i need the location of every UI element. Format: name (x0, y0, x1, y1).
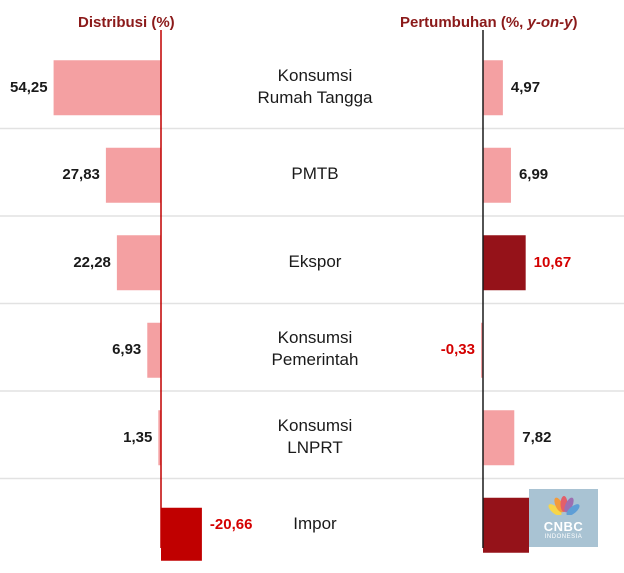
right-value-label: 4,97 (510, 78, 541, 96)
right-value-label: 10,67 (533, 253, 572, 271)
category-label-line: Konsumsi (277, 328, 353, 348)
left-bar (53, 60, 161, 116)
left-bar (147, 322, 161, 378)
right-bar (483, 497, 529, 553)
right-title-prefix: Pertumbuhan (%, (400, 14, 528, 31)
right-title-italic: y-on-y (527, 14, 573, 31)
category-label-line: Impor (293, 514, 337, 534)
category-label: Ekspor (230, 251, 400, 273)
category-label-line: LNPRT (287, 437, 343, 457)
left-value-label: 22,28 (73, 253, 111, 271)
right-bar (483, 410, 515, 466)
left-panel-title: Distribusi (%) (78, 14, 175, 31)
right-value-label: 7,82 (522, 428, 552, 446)
category-label: Konsumsi Pemerintah (230, 327, 400, 371)
left-value-label: -20,66 (209, 516, 253, 534)
category-label: PMTB (230, 163, 400, 185)
left-value-label: 6,93 (112, 341, 142, 359)
left-bar (116, 235, 161, 291)
left-value-label: 1,35 (123, 428, 153, 446)
category-label-line: Konsumsi (277, 65, 353, 85)
left-bar (161, 507, 202, 561)
right-title-suffix: ) (572, 14, 578, 31)
category-label-line: Konsumsi (277, 415, 353, 435)
right-value-label: -0,33 (440, 341, 475, 359)
category-label-line: Pemerintah (271, 350, 359, 370)
category-label-line: Rumah Tangga (257, 87, 373, 107)
category-label: Konsumsi Rumah Tangga (230, 65, 400, 109)
cnbc-logo: CNBC INDONESIA (529, 489, 598, 547)
left-bar (158, 410, 161, 466)
category-label-line: Ekspor (288, 251, 342, 271)
category-label-line: PMTB (291, 164, 339, 184)
logo-line1: CNBC (543, 519, 584, 534)
right-bar (483, 60, 503, 116)
right-value-label: 6,99 (518, 166, 549, 184)
left-value-label: 54,25 (10, 78, 48, 96)
right-bar (483, 147, 511, 203)
right-panel-title: Pertumbuhan (%, y-on-y) (400, 14, 578, 31)
category-label: Impor (230, 513, 400, 535)
left-value-label: 27,83 (62, 166, 100, 184)
left-bar (105, 147, 161, 203)
logo-line2: INDONESIA (544, 534, 583, 540)
right-bar (483, 235, 526, 291)
category-label: Konsumsi LNPRT (230, 415, 400, 459)
peacock-icon (548, 496, 580, 521)
right-bar (481, 322, 483, 378)
